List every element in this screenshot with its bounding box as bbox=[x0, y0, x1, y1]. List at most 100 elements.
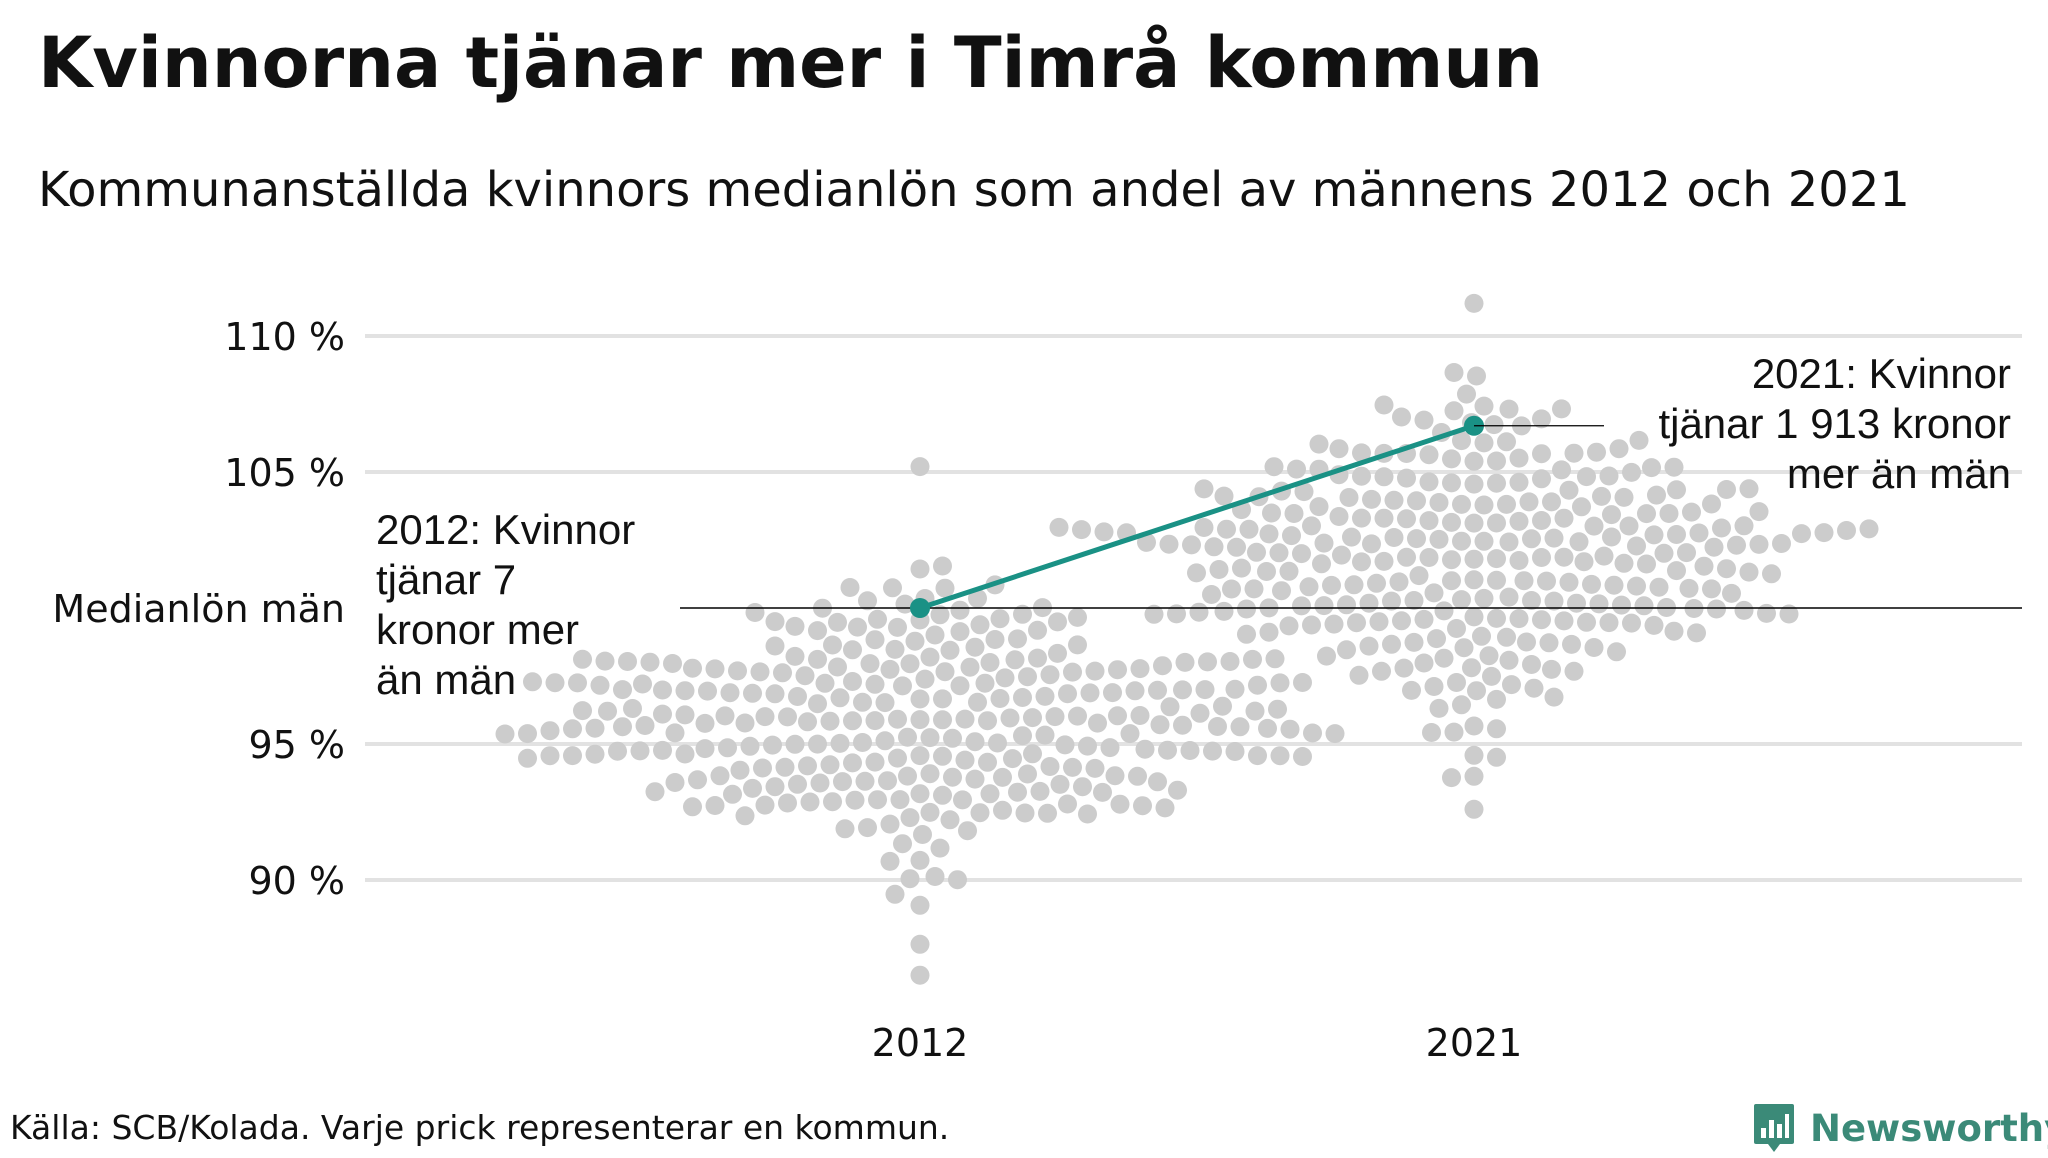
municipality-dot bbox=[765, 612, 785, 632]
municipality-dot bbox=[1677, 543, 1696, 563]
municipality-dot bbox=[1559, 480, 1579, 500]
annotation-2012-line: än män bbox=[376, 656, 516, 703]
municipality-dot bbox=[1739, 479, 1759, 499]
municipality-dot bbox=[915, 669, 935, 689]
municipality-dot bbox=[993, 767, 1012, 787]
municipality-dot bbox=[843, 711, 862, 731]
municipality-dot bbox=[1093, 782, 1112, 802]
municipality-dot bbox=[1309, 434, 1329, 454]
municipality-dot bbox=[1722, 583, 1741, 603]
municipality-dot bbox=[718, 738, 737, 758]
municipality-dot bbox=[1524, 678, 1544, 698]
municipality-dot bbox=[1018, 667, 1037, 687]
municipality-dot bbox=[1317, 646, 1336, 666]
municipality-dot bbox=[623, 699, 642, 718]
municipality-dot bbox=[1013, 688, 1032, 707]
gridlines bbox=[365, 334, 2022, 882]
annotation-2012-line: 2012: Kvinnor bbox=[376, 506, 635, 553]
municipality-dot bbox=[1447, 673, 1466, 692]
municipality-dot bbox=[1447, 619, 1466, 638]
municipality-dot bbox=[635, 716, 655, 735]
municipality-dot bbox=[1130, 706, 1150, 725]
municipality-dot bbox=[920, 802, 940, 822]
municipality-dot bbox=[645, 782, 665, 802]
municipality-dot bbox=[1532, 409, 1551, 429]
municipality-dot bbox=[1544, 687, 1564, 707]
municipality-dot bbox=[1509, 551, 1529, 570]
municipality-dot bbox=[1227, 537, 1246, 557]
municipality-dot bbox=[853, 692, 872, 712]
municipality-dot bbox=[1279, 561, 1299, 581]
municipality-dot bbox=[890, 790, 910, 810]
municipality-dot bbox=[1837, 521, 1856, 540]
municipality-dot bbox=[618, 652, 637, 671]
municipality-dot bbox=[773, 663, 792, 683]
municipality-dot bbox=[1552, 460, 1571, 480]
municipality-dot bbox=[853, 733, 872, 752]
municipality-dot bbox=[1509, 472, 1529, 492]
municipality-dot bbox=[1314, 596, 1334, 616]
municipality-dot bbox=[1442, 571, 1461, 591]
municipality-dot bbox=[1749, 534, 1769, 554]
municipality-dot bbox=[1190, 703, 1210, 723]
municipality-dot bbox=[1232, 558, 1251, 578]
municipality-dot bbox=[910, 784, 930, 804]
municipality-dot bbox=[1394, 658, 1414, 678]
municipality-dot bbox=[1237, 599, 1256, 619]
municipality-dot bbox=[798, 756, 817, 776]
municipality-dot bbox=[563, 746, 582, 766]
municipality-dot bbox=[1599, 466, 1619, 486]
x-axis-ticks: 2012 2021 bbox=[872, 1021, 1523, 1065]
municipality-dot bbox=[775, 757, 795, 777]
municipality-dot bbox=[1257, 562, 1276, 581]
municipality-dot bbox=[1464, 474, 1484, 494]
municipality-dot bbox=[1517, 632, 1536, 652]
annotation-2021-line: mer än män bbox=[1787, 450, 2011, 497]
y-tick-label: 105 % bbox=[224, 451, 345, 495]
municipality-dot bbox=[1329, 439, 1349, 459]
municipality-dot bbox=[860, 654, 880, 674]
municipality-dot bbox=[1005, 650, 1025, 670]
municipality-dot bbox=[875, 731, 895, 751]
municipality-dot bbox=[750, 662, 770, 682]
municipality-dot bbox=[1467, 681, 1486, 701]
municipality-dot bbox=[1159, 534, 1179, 554]
municipality-dot bbox=[965, 732, 985, 752]
municipality-dot bbox=[1464, 513, 1484, 533]
municipality-dot bbox=[1614, 553, 1634, 573]
municipality-dot bbox=[675, 744, 695, 764]
municipality-dot bbox=[865, 674, 885, 694]
municipality-dot bbox=[788, 687, 807, 706]
municipality-dot bbox=[1247, 542, 1266, 562]
municipality-dot bbox=[1160, 697, 1180, 717]
municipality-dot bbox=[1013, 726, 1032, 746]
municipality-dot bbox=[1564, 661, 1584, 681]
municipality-dot bbox=[1659, 504, 1679, 523]
municipality-dot bbox=[1013, 604, 1032, 624]
municipality-dot bbox=[1035, 725, 1055, 745]
municipality-dot bbox=[1604, 575, 1624, 595]
municipality-dot bbox=[1182, 535, 1201, 555]
municipality-dot bbox=[1407, 529, 1426, 549]
municipality-dot bbox=[888, 748, 907, 768]
municipality-dot bbox=[1452, 695, 1471, 715]
municipality-dot bbox=[810, 773, 830, 793]
municipality-dot bbox=[653, 680, 672, 700]
municipality-dot bbox=[953, 790, 972, 810]
municipality-dot bbox=[1487, 451, 1506, 471]
municipality-dot bbox=[683, 797, 702, 817]
municipality-dot bbox=[788, 774, 807, 794]
municipality-dot bbox=[1614, 487, 1634, 507]
municipality-dot bbox=[1644, 525, 1664, 545]
municipality-dot bbox=[880, 814, 900, 834]
municipality-dot bbox=[1427, 629, 1446, 649]
municipality-dot bbox=[743, 778, 762, 798]
municipality-dot bbox=[1532, 511, 1551, 530]
municipality-dot bbox=[1187, 563, 1206, 583]
municipality-dot bbox=[705, 796, 725, 815]
municipality-dot bbox=[1694, 556, 1714, 576]
municipality-dot bbox=[1299, 577, 1319, 597]
source-note: Källa: SCB/Kolada. Varje prick represent… bbox=[10, 1108, 950, 1147]
municipality-dot bbox=[868, 609, 887, 629]
municipality-dot bbox=[968, 692, 987, 712]
